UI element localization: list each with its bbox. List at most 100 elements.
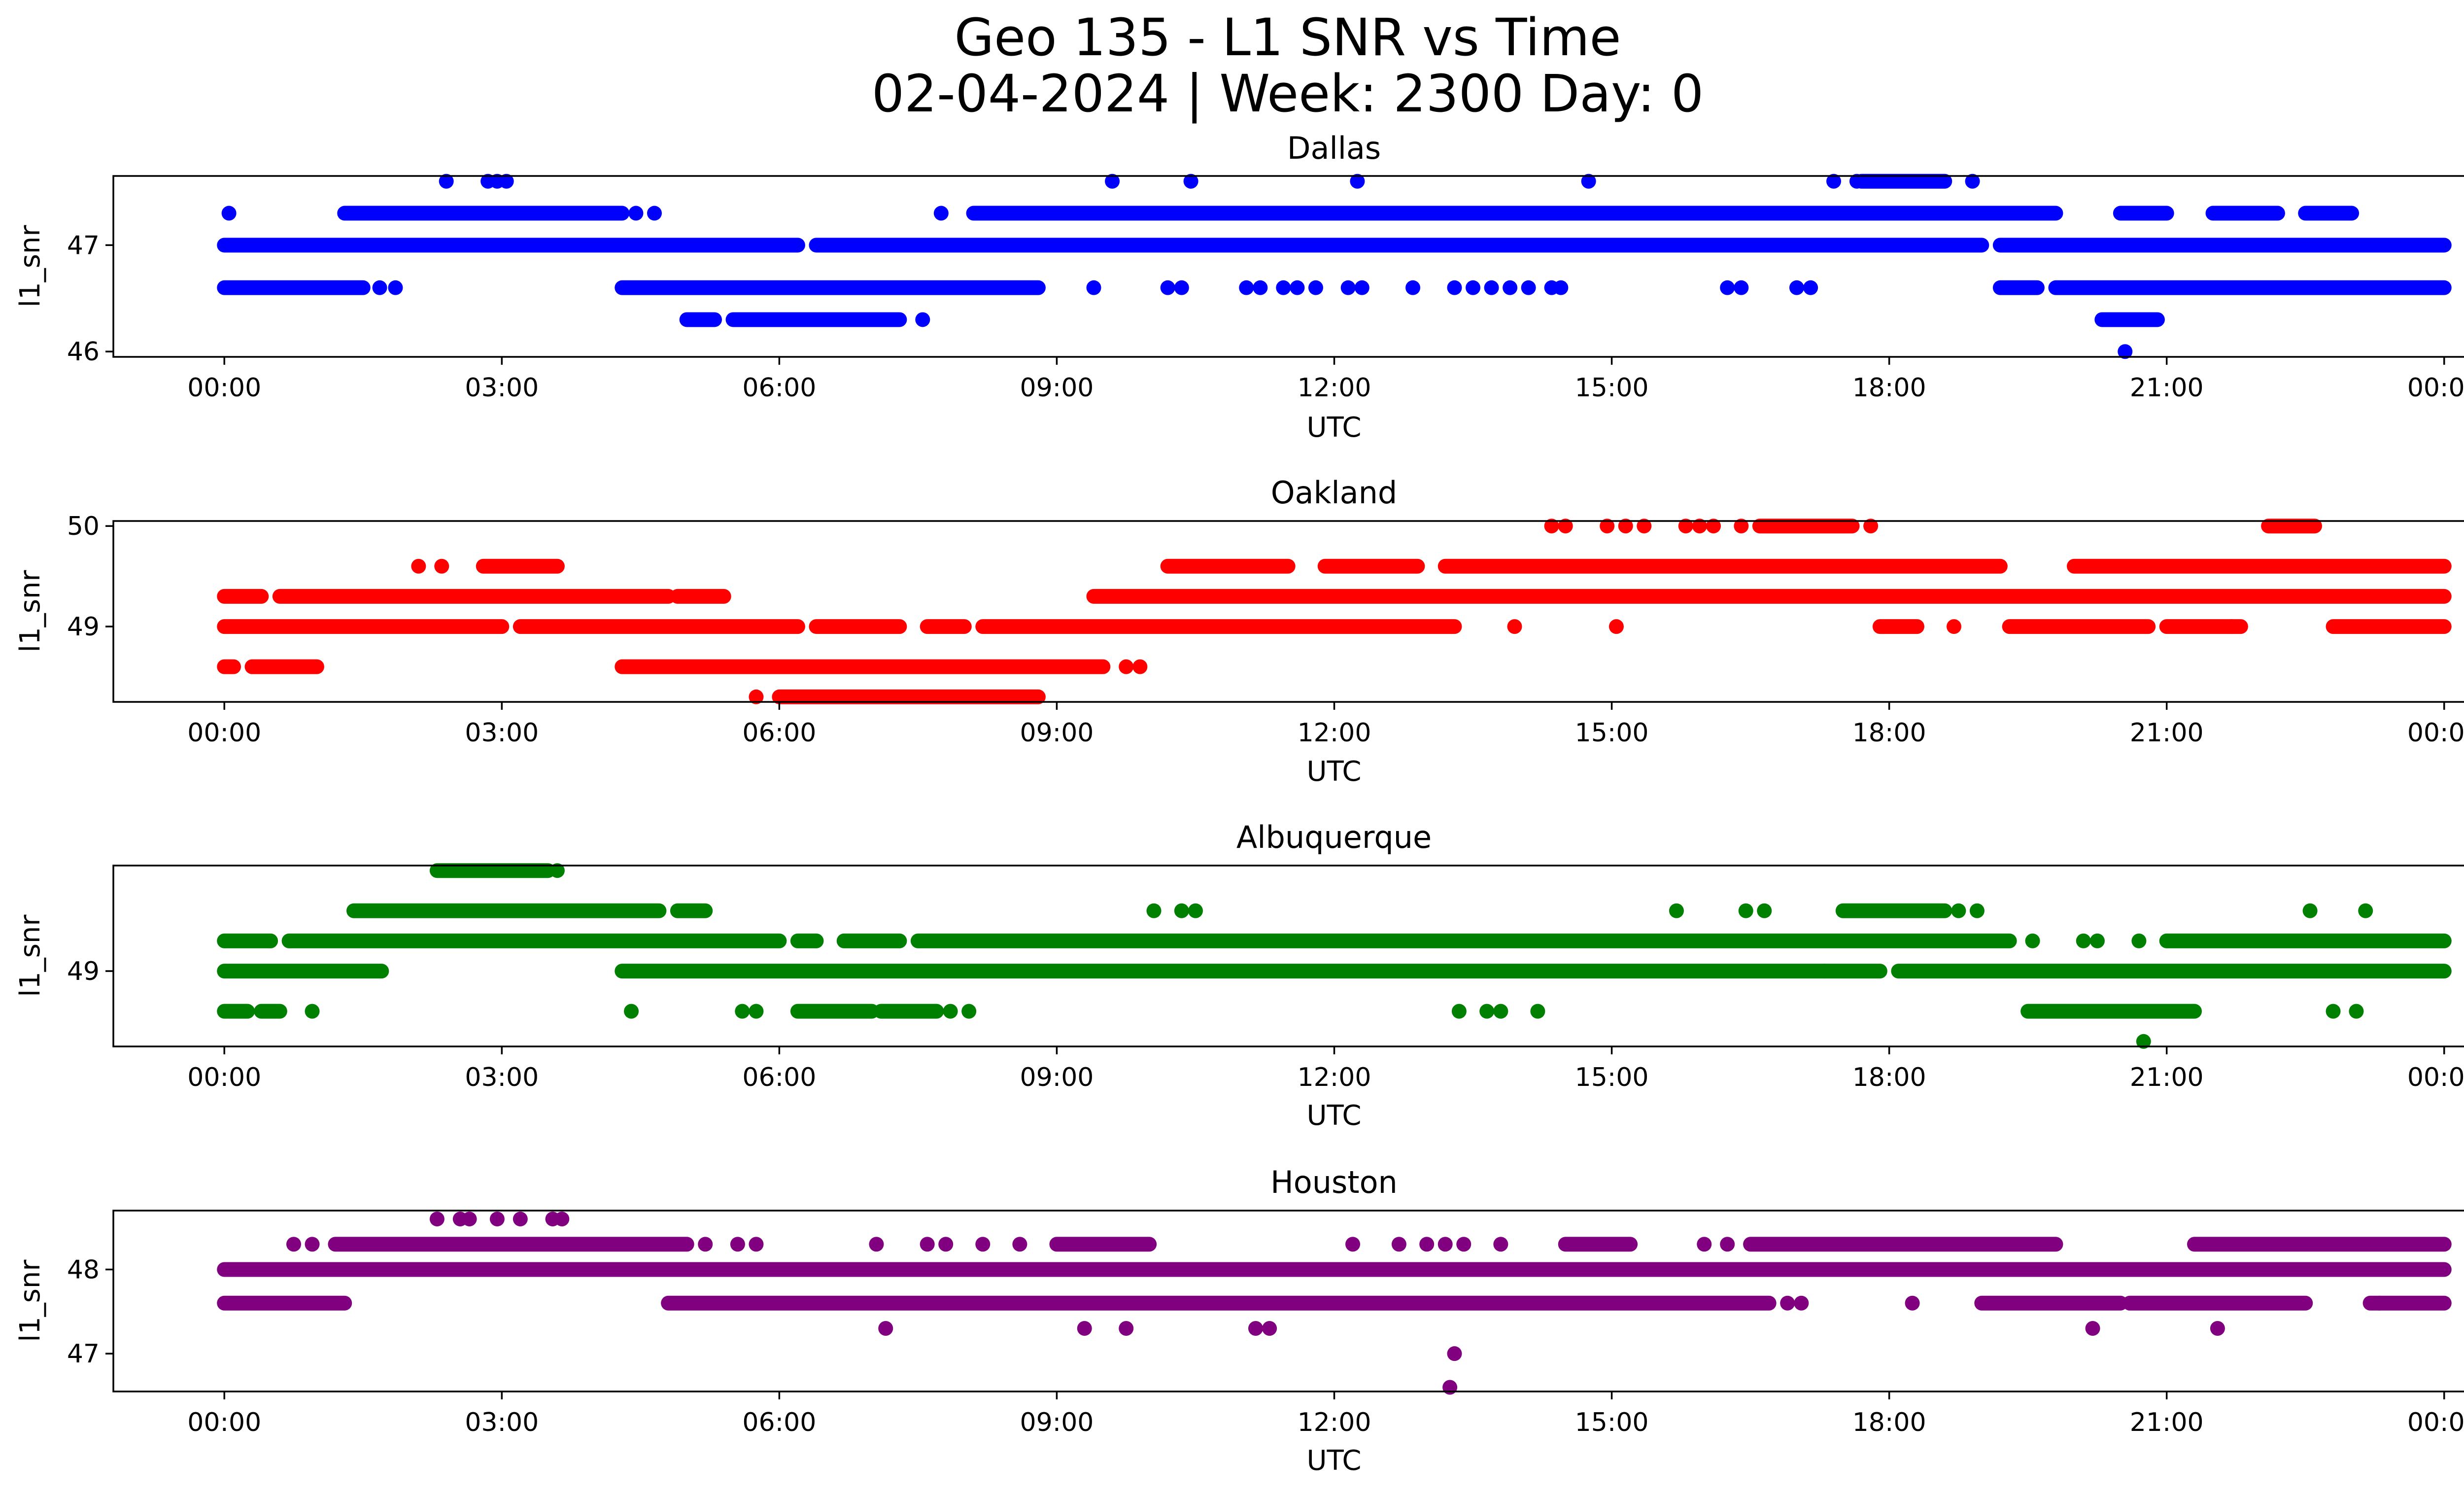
x-axis-label: UTC [1306, 412, 1361, 444]
data-point [1720, 1237, 1735, 1252]
data-point [1345, 1237, 1361, 1252]
data-point [1276, 280, 1291, 295]
data-point [943, 1004, 958, 1019]
y-tick-label: 46 [67, 337, 100, 367]
x-tick-label: 18:00 [1852, 718, 1926, 748]
data-point [1493, 1004, 1508, 1019]
data-point [1419, 1237, 1435, 1252]
x-tick-label: 12:00 [1298, 1063, 1371, 1092]
data-point [286, 1237, 301, 1252]
data-point [915, 312, 930, 327]
y-tick-label: 48 [67, 1255, 100, 1285]
data-point [305, 1004, 320, 1019]
data-point [1849, 174, 1864, 189]
x-tick-label: 00:00 [187, 1063, 261, 1092]
data-point [920, 1237, 935, 1252]
y-axis-label: l1_snr [14, 225, 46, 308]
data-point [1669, 903, 1684, 918]
data-point [2136, 1034, 2151, 1049]
x-tick-label: 12:00 [1298, 718, 1371, 748]
y-axis-label: l1_snr [14, 914, 46, 997]
data-point [2358, 903, 2373, 918]
x-tick-label: 06:00 [742, 1063, 816, 1092]
data-point [975, 1237, 991, 1252]
data-point [1119, 659, 1134, 674]
figure-title-line2: 02-04-2024 | Week: 2300 Day: 0 [872, 64, 1704, 124]
x-tick-label: 21:00 [2130, 1408, 2204, 1437]
x-tick-label: 21:00 [2130, 718, 2204, 748]
data-point [1738, 903, 1753, 918]
data-point [1442, 1380, 1458, 1395]
y-tick-label: 47 [67, 231, 100, 260]
data-point [1803, 280, 1818, 295]
data-point [1558, 519, 1573, 534]
x-tick-label: 18:00 [1852, 1063, 1926, 1092]
x-tick-label: 00:00 [187, 718, 261, 748]
data-point [1456, 1237, 1472, 1252]
x-axis-label: UTC [1306, 756, 1361, 788]
data-point [439, 174, 454, 189]
data-point [554, 1212, 570, 1227]
data-point [2085, 1321, 2100, 1336]
x-tick-label: 00:00 [2407, 1408, 2464, 1437]
data-point [1132, 659, 1148, 674]
data-point [372, 280, 387, 295]
x-tick-label: 09:00 [1020, 373, 1094, 403]
x-tick-label: 00:00 [2407, 718, 2464, 748]
x-axis-ticks: 00:00 03:00 06:00 09:00 12:00 15:00 18:00 21:00… [187, 1046, 2464, 1092]
data-point [1253, 280, 1268, 295]
data-point [698, 1237, 713, 1252]
y-tick-label: 50 [67, 512, 100, 541]
panel-title: Oakland [1271, 475, 1398, 511]
data-point [1697, 1237, 1712, 1252]
data-point [1965, 174, 1980, 189]
data-point [749, 1237, 764, 1252]
data-point [1119, 1321, 1134, 1336]
y-axis-label: l1_snr [14, 1259, 46, 1342]
data-point [1437, 1237, 1453, 1252]
data-point [1479, 1004, 1495, 1019]
data-point [1720, 280, 1735, 295]
data-point [1863, 519, 1879, 534]
data-point [2210, 1321, 2225, 1336]
x-tick-label: 18:00 [1852, 373, 1926, 403]
data-point [411, 558, 426, 574]
data-point [933, 206, 949, 221]
data-point [1507, 619, 1522, 634]
data-point [1553, 280, 1569, 295]
data-point [2372, 1295, 2387, 1311]
data-point [938, 1237, 954, 1252]
data-point [647, 206, 662, 221]
panel-title: Houston [1270, 1164, 1398, 1200]
data-point [1239, 280, 1254, 295]
y-axis-ticks: 49 [67, 957, 113, 986]
scatter-marks [217, 519, 2452, 704]
data-point [628, 206, 644, 221]
data-point [1618, 519, 1633, 534]
x-tick-label: 12:00 [1298, 373, 1371, 403]
data-point [869, 1237, 884, 1252]
data-point [1077, 1321, 1092, 1336]
data-point [429, 1212, 445, 1227]
x-tick-label: 03:00 [465, 718, 539, 748]
x-axis-ticks: 00:00 03:00 06:00 09:00 12:00 15:00 18:00 21:00… [187, 357, 2464, 403]
y-axis-ticks: 47 48 [67, 1255, 113, 1369]
data-point [388, 280, 403, 295]
x-tick-label: 18:00 [1852, 1408, 1926, 1437]
data-point [1188, 903, 1203, 918]
x-tick-label: 03:00 [465, 373, 539, 403]
x-tick-label: 15:00 [1575, 1063, 1649, 1092]
data-point [1530, 1004, 1545, 1019]
data-point [489, 1212, 505, 1227]
data-point [2076, 933, 2091, 948]
scatter-marks [217, 863, 2452, 1049]
data-point [1086, 280, 1101, 295]
data-point [1608, 619, 1624, 634]
data-point [1734, 280, 1749, 295]
panel-title: Albuquerque [1236, 819, 1432, 855]
data-point [1817, 964, 1832, 979]
data-point [1493, 1237, 1508, 1252]
data-point [735, 312, 750, 327]
scatter-marks [217, 174, 2452, 359]
y-tick-label: 49 [67, 957, 100, 986]
